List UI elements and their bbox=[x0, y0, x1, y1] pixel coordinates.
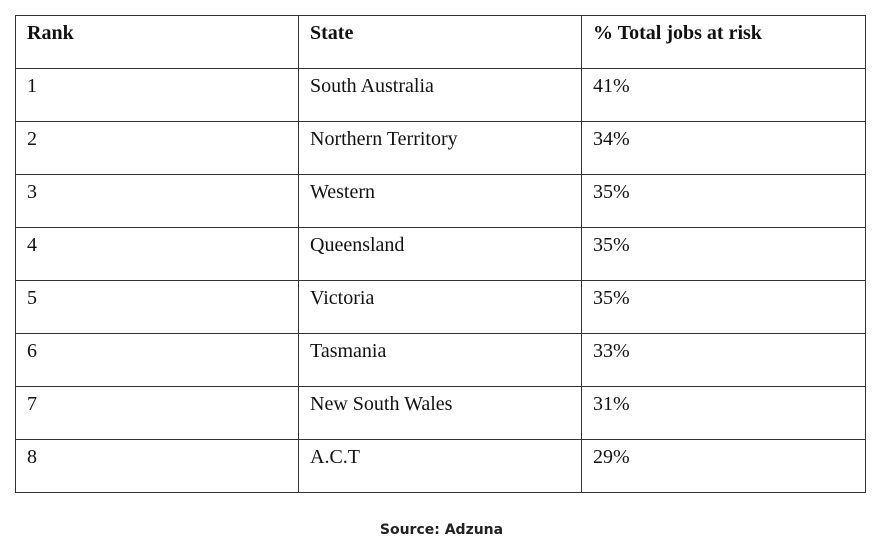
header-cell: State bbox=[298, 15, 582, 69]
table-cell: 31% bbox=[581, 386, 866, 440]
table-row: 1 South Australia 41% bbox=[15, 68, 866, 122]
header-row: Rank State% Total jobs at risk bbox=[15, 15, 866, 69]
table-cell: 3 bbox=[15, 174, 299, 228]
table-cell: South Australia bbox=[298, 68, 582, 122]
header-cell: % Total jobs at risk bbox=[581, 15, 866, 69]
table-cell: 34% bbox=[581, 121, 866, 175]
table-cell: Northern Territory bbox=[298, 121, 582, 175]
table-cell: 29% bbox=[581, 439, 866, 493]
table-cell: New South Wales bbox=[298, 386, 582, 440]
table-cell: A.C.T bbox=[298, 439, 582, 493]
table-row: 7 New South Wales 31% bbox=[15, 386, 866, 440]
table-row: 3 Western 35% bbox=[15, 174, 866, 228]
table: Rank State% Total jobs at risk 1 South Aus… bbox=[15, 15, 866, 493]
table-cell: 35% bbox=[581, 280, 866, 334]
table-row: 6 Tasmania 33% bbox=[15, 333, 866, 387]
table-cell: 35% bbox=[581, 174, 866, 228]
table-row: 8 A.C.T 29% bbox=[15, 439, 866, 493]
table-cell: 8 bbox=[15, 439, 299, 493]
table-row: 4 Queensland 35% bbox=[15, 227, 866, 281]
table-cell: 6 bbox=[15, 333, 299, 387]
table-cell: Queensland bbox=[298, 227, 582, 281]
table-cell: 33% bbox=[581, 333, 866, 387]
table-cell: 7 bbox=[15, 386, 299, 440]
table-row: 5 Victoria 35% bbox=[15, 280, 866, 334]
table-row: 2 Northern Territory 34% bbox=[15, 121, 866, 175]
table-cell: Western bbox=[298, 174, 582, 228]
table-cell: 2 bbox=[15, 121, 299, 175]
table-cell: 4 bbox=[15, 227, 299, 281]
table-body: 1 South Australia 41% 2 Northern Territory 34… bbox=[15, 68, 866, 493]
source-caption: Source: Adzuna bbox=[379, 522, 504, 538]
table-cell: 5 bbox=[15, 280, 299, 334]
table-cell: 41% bbox=[581, 68, 866, 122]
table-cell: Victoria bbox=[298, 280, 582, 334]
table-cell: Tasmania bbox=[298, 333, 582, 387]
table-cell: 35% bbox=[581, 227, 866, 281]
table-cell: 1 bbox=[15, 68, 299, 122]
header-cell: Rank bbox=[15, 15, 299, 69]
